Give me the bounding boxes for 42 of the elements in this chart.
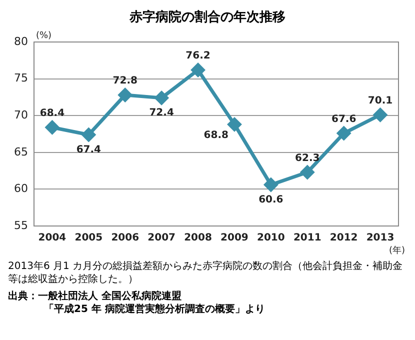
x-tick-label: 2005 bbox=[74, 232, 103, 244]
x-tick-label: 2012 bbox=[330, 232, 358, 244]
point bbox=[374, 108, 388, 122]
y-axis-title: (%) bbox=[36, 30, 52, 41]
point bbox=[228, 118, 242, 132]
x-tick-label: 2006 bbox=[111, 232, 140, 244]
y-tick-label: 55 bbox=[14, 218, 28, 232]
point bbox=[191, 63, 205, 77]
y-tick-label: 75 bbox=[14, 72, 28, 85]
y-tick-label: 65 bbox=[14, 145, 28, 158]
data-label: 72.4 bbox=[149, 108, 174, 119]
point bbox=[337, 126, 351, 140]
x-axis-title: (年) bbox=[388, 244, 405, 256]
point bbox=[264, 178, 278, 192]
y-tick-label: 80 bbox=[14, 34, 28, 48]
y-tick-label: 60 bbox=[14, 182, 28, 196]
data-label: 68.8 bbox=[204, 130, 228, 142]
source-note: 出典：一般社団法人 全国公私病院連盟 bbox=[8, 290, 182, 303]
data-label: 70.1 bbox=[368, 95, 393, 106]
point bbox=[118, 88, 132, 102]
data-label: 68.4 bbox=[40, 108, 65, 119]
x-tick-label: 2007 bbox=[148, 232, 176, 244]
x-tick-label: 2013 bbox=[366, 232, 394, 244]
point bbox=[300, 166, 314, 180]
x-tick-label: 2010 bbox=[257, 232, 285, 244]
data-label: 67.6 bbox=[331, 114, 356, 125]
data-label: 76.2 bbox=[186, 50, 210, 62]
x-tick-label: 2011 bbox=[293, 232, 322, 244]
data-label: 60.6 bbox=[258, 194, 284, 206]
x-tick-label: 2004 bbox=[38, 232, 66, 244]
y-tick-label: 70 bbox=[14, 108, 28, 122]
text: 「平成25 年 病院運営実態分析調査の概要」より bbox=[43, 303, 266, 316]
chart-title: 赤字病院の割合の年次推移 bbox=[128, 8, 286, 26]
point bbox=[82, 128, 96, 142]
x-tick-label: 2009 bbox=[220, 232, 248, 244]
text: 2013年6 月1 カ月分の総損益差額からみた赤字病院の数の割合（他会計負担金・補助金等は総収益から控除した。） bbox=[8, 260, 404, 286]
data-label: 72.8 bbox=[112, 76, 138, 87]
x-tick-label: 2008 bbox=[184, 232, 212, 244]
point bbox=[154, 91, 168, 105]
point bbox=[45, 120, 59, 134]
data-label: 62.3 bbox=[295, 152, 320, 164]
data-label: 67.4 bbox=[76, 144, 102, 156]
